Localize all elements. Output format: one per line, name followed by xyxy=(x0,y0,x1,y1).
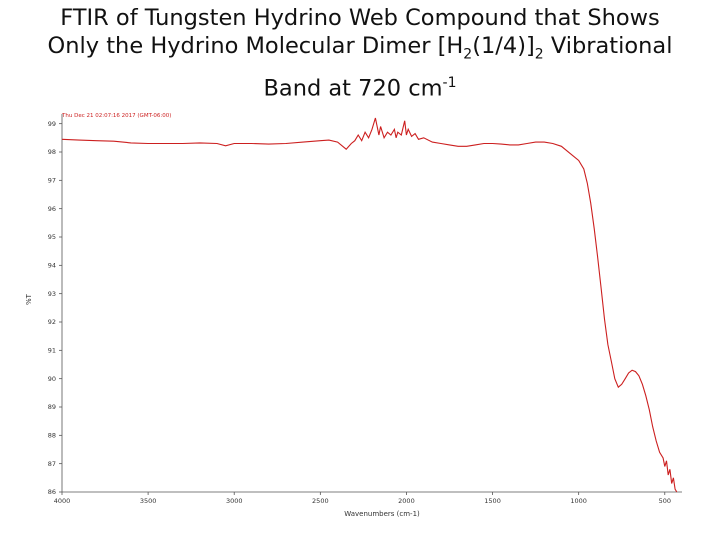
y-tick-label: 99 xyxy=(48,120,56,128)
ftir-chart: Thu Dec 21 02:07:16 2017 (GMT-06:00) 999… xyxy=(25,113,682,518)
y-axis-label: %T xyxy=(25,293,33,305)
y-tick-label: 97 xyxy=(48,177,56,185)
title-line-1: FTIR of Tungsten Hydrino Web Compound th… xyxy=(60,5,660,31)
y-tick-label: 87 xyxy=(48,460,56,468)
y-tick-label: 98 xyxy=(48,148,56,156)
spectrum-line xyxy=(61,117,678,493)
y-tick-label: 93 xyxy=(48,290,56,298)
y-tick-label: 96 xyxy=(48,205,56,213)
spectrum-timestamp: Thu Dec 21 02:07:16 2017 (GMT-06:00) xyxy=(61,113,171,119)
title-line-2: Only the Hydrino Molecular Dimer [H2(1/4… xyxy=(47,33,673,63)
y-tick-label: 89 xyxy=(48,403,56,411)
x-tick-label: 2000 xyxy=(398,497,415,505)
x-tick-label: 3500 xyxy=(140,497,157,505)
x-tick-label: 3000 xyxy=(226,497,243,505)
x-tick-label: 500 xyxy=(659,497,671,505)
x-tick-label: 4000 xyxy=(54,497,71,505)
y-tick-label: 94 xyxy=(48,262,56,270)
y-axis-ticks: 99 98 97 96 95 94 93 92 91 90 89 88 87 86 xyxy=(48,120,62,496)
y-tick-label: 95 xyxy=(48,233,56,241)
x-axis-label: Wavenumbers (cm-1) xyxy=(344,510,420,518)
slide-title: FTIR of Tungsten Hydrino Web Compound th… xyxy=(0,4,720,102)
chart-axes xyxy=(61,114,682,493)
y-tick-label: 88 xyxy=(48,432,56,440)
x-axis-ticks: 4000 3500 3000 2500 2000 1500 1000 500 xyxy=(54,492,671,505)
y-tick-label: 91 xyxy=(48,347,56,355)
title-line-3: Band at 720 cm-1 xyxy=(263,74,457,102)
x-tick-label: 1500 xyxy=(484,497,501,505)
ftir-plot-frame: Thu Dec 21 02:07:16 2017 (GMT-06:00) 99 9… xyxy=(22,108,684,526)
y-tick-label: 90 xyxy=(48,375,56,383)
x-tick-label: 2500 xyxy=(312,497,329,505)
y-tick-label: 86 xyxy=(48,488,56,496)
x-tick-label: 1000 xyxy=(570,497,587,505)
y-tick-label: 92 xyxy=(48,318,56,326)
